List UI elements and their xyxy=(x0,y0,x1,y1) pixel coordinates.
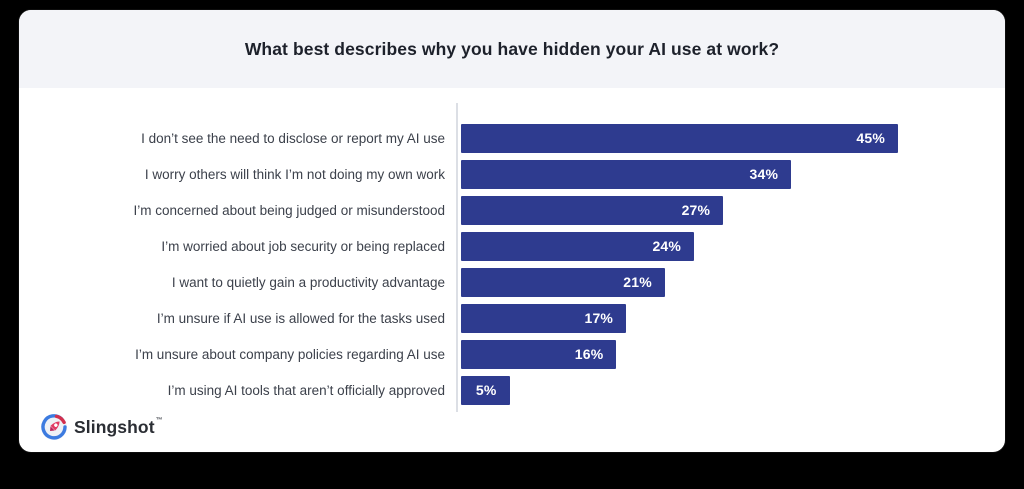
chart-rows: I don’t see the need to disclose or repo… xyxy=(19,103,1005,408)
slingshot-logo-text: Slingshot xyxy=(74,416,155,437)
value-label: 34% xyxy=(749,166,779,182)
chart-body: I don’t see the need to disclose or repo… xyxy=(19,88,1005,452)
bar: 5% xyxy=(461,375,510,405)
category-label: I’m unsure about company policies regard… xyxy=(135,346,445,362)
chart-title: What best describes why you have hidden … xyxy=(244,38,780,59)
category-label: I worry others will think I’m not doing … xyxy=(144,166,445,182)
bar: 21% xyxy=(461,267,665,297)
bar-area: 27% xyxy=(461,195,898,225)
chart-row: I’m worried about job security or being … xyxy=(19,228,1005,264)
category-label: I’m concerned about being judged or misu… xyxy=(133,202,445,218)
category-label: I want to quietly gain a productivity ad… xyxy=(171,274,445,290)
chart-row: I’m using AI tools that aren’t officiall… xyxy=(19,372,1005,408)
bar-chart: I don’t see the need to disclose or repo… xyxy=(19,103,1005,412)
bar-area: 45% xyxy=(461,123,898,153)
category-label: I’m unsure if AI use is allowed for the … xyxy=(156,310,445,326)
bar: 34% xyxy=(461,159,792,189)
slingshot-rocket-icon xyxy=(41,414,67,440)
bar: 24% xyxy=(461,231,695,261)
bar-area: 24% xyxy=(461,231,898,261)
chart-card: What best describes why you have hidden … xyxy=(19,10,1005,452)
bar: 27% xyxy=(461,195,724,225)
value-label: 21% xyxy=(623,274,652,290)
value-label: 27% xyxy=(681,202,711,218)
value-label: 24% xyxy=(652,238,682,254)
bar: 16% xyxy=(461,339,617,369)
value-label: 5% xyxy=(475,382,497,398)
trademark-symbol: ™ xyxy=(155,417,163,424)
chart-row: I want to quietly gain a productivity ad… xyxy=(19,264,1005,300)
bar-area: 17% xyxy=(461,303,898,333)
category-label: I’m worried about job security or being … xyxy=(161,238,445,254)
bar-area: 16% xyxy=(461,339,898,369)
axis-baseline xyxy=(456,103,458,412)
chart-row: I worry others will think I’m not doing … xyxy=(19,156,1005,192)
bar: 45% xyxy=(461,123,898,153)
bar-area: 5% xyxy=(461,375,898,405)
value-label: 45% xyxy=(856,130,885,146)
bar: 17% xyxy=(461,303,627,333)
category-label: I’m using AI tools that aren’t officiall… xyxy=(167,382,445,398)
chart-row: I’m unsure about company policies regard… xyxy=(19,336,1005,372)
category-label: I don’t see the need to disclose or repo… xyxy=(141,130,445,146)
value-label: 17% xyxy=(584,310,614,326)
bar-area: 21% xyxy=(461,267,898,297)
chart-row: I’m unsure if AI use is allowed for the … xyxy=(19,300,1005,336)
value-label: 16% xyxy=(574,346,604,362)
chart-row: I’m concerned about being judged or misu… xyxy=(19,192,1005,228)
slingshot-logo: Slingshot ™ xyxy=(41,414,163,440)
bar-area: 34% xyxy=(461,159,898,189)
chart-row: I don’t see the need to disclose or repo… xyxy=(19,120,1005,156)
chart-header: What best describes why you have hidden … xyxy=(19,10,1005,88)
